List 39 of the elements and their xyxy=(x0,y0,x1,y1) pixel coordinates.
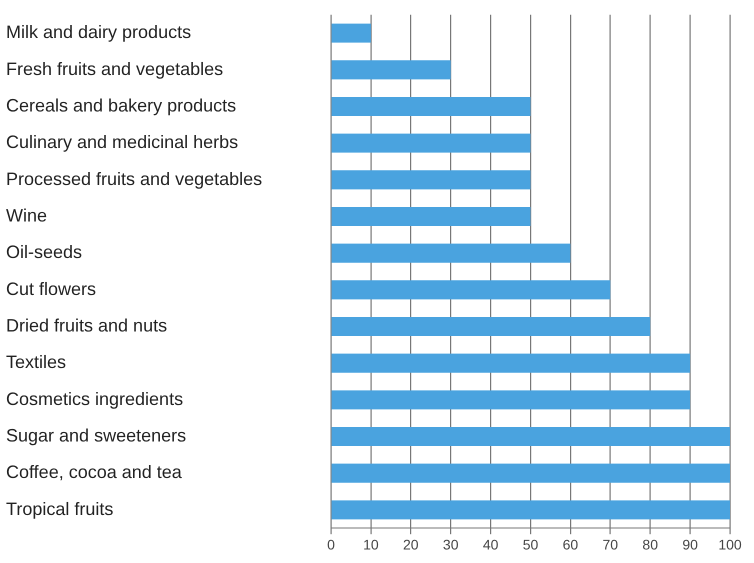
bar xyxy=(332,390,690,410)
y-tick-label: Culinary and medicinal herbs xyxy=(6,132,238,152)
y-tick-label: Processed fruits and vegetables xyxy=(6,168,262,189)
bar xyxy=(332,24,371,43)
y-tick-label: Wine xyxy=(6,205,48,226)
bar xyxy=(332,170,530,190)
y-tick-label: Oil-seeds xyxy=(6,242,82,262)
bar xyxy=(332,134,530,153)
bar xyxy=(332,280,610,300)
x-tick-label: 100 xyxy=(718,536,742,552)
y-tick-label: Tropical fruits xyxy=(6,498,114,519)
x-tick-label: 0 xyxy=(327,536,336,552)
x-tick-label: 80 xyxy=(642,536,658,552)
bar xyxy=(332,60,451,80)
x-tick-label: 20 xyxy=(403,536,419,552)
bar xyxy=(332,96,530,116)
bar xyxy=(332,354,690,373)
y-tick-label: Sugar and sweeteners xyxy=(6,425,186,446)
y-tick-label: Coffee, cocoa and tea xyxy=(6,462,183,482)
x-tick-label: 50 xyxy=(522,536,538,552)
y-tick-label: Dried fruits and nuts xyxy=(6,315,168,336)
y-tick-label: Cosmetics ingredients xyxy=(6,388,184,409)
x-tick-label: 30 xyxy=(442,536,459,552)
bar xyxy=(332,500,730,520)
x-tick-label: 90 xyxy=(682,536,698,552)
bar xyxy=(332,316,650,336)
x-tick-label: 10 xyxy=(363,536,379,552)
bar xyxy=(332,464,730,483)
y-tick-label: Milk and dairy products xyxy=(6,22,192,42)
y-tick-label: Textiles xyxy=(6,352,66,372)
bar xyxy=(332,206,530,226)
y-tick-label: Fresh fruits and vegetables xyxy=(6,58,224,79)
bar xyxy=(332,426,730,446)
x-tick-label: 60 xyxy=(562,536,578,552)
x-tick-label: 70 xyxy=(602,536,618,552)
y-tick-label: Cut flowers xyxy=(6,278,96,299)
y-tick-label: Cereals and bakery products xyxy=(6,95,236,116)
x-tick-label: 40 xyxy=(482,536,499,552)
bar xyxy=(332,244,570,263)
